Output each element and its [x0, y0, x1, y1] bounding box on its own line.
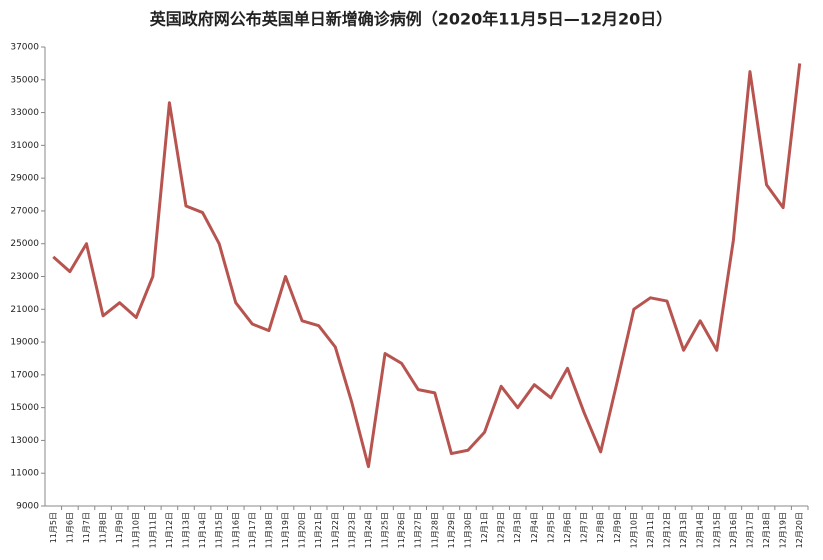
x-tick-label: 12月12日 — [663, 512, 672, 548]
x-tick-label: 11月8日 — [99, 512, 108, 543]
x-tick-label: 11月6日 — [65, 512, 74, 543]
x-tick-label: 11月21日 — [314, 512, 323, 548]
x-tick-label: 11月20日 — [298, 512, 307, 548]
x-tick-label: 12月17日 — [745, 512, 754, 548]
y-tick-label: 13000 — [10, 436, 39, 446]
x-tick-label: 11月10日 — [132, 512, 141, 548]
x-tick-label: 12月2日 — [497, 512, 506, 543]
chart-title: 英国政府网公布英国单日新增确诊病例（2020年11月5日—12月20日） — [149, 10, 672, 29]
x-tick-label: 11月16日 — [231, 512, 240, 548]
x-tick-label: 12月19日 — [779, 512, 788, 548]
y-tick-label: 37000 — [10, 43, 39, 53]
y-tick-label: 9000 — [16, 502, 39, 512]
y-tick-label: 29000 — [10, 174, 39, 184]
y-tick-label: 25000 — [10, 239, 39, 249]
x-tick-label: 12月16日 — [729, 512, 738, 548]
x-tick-label: 11月13日 — [181, 512, 190, 548]
x-tick-label: 12月6日 — [563, 512, 572, 543]
x-tick-label: 11月18日 — [264, 512, 273, 548]
x-tick-label: 11月11日 — [148, 512, 157, 548]
x-tick-label: 12月9日 — [613, 512, 622, 543]
x-tick-label: 11月15日 — [215, 512, 224, 548]
y-tick-label: 31000 — [10, 141, 39, 151]
x-tick-label: 12月11日 — [646, 512, 655, 548]
x-tick-label: 11月24日 — [364, 512, 373, 548]
x-tick-label: 11月26日 — [397, 512, 406, 548]
x-tick-label: 11月30日 — [463, 512, 472, 548]
x-tick-label: 11月7日 — [82, 512, 91, 543]
data-line — [52, 63, 802, 469]
x-tick-label: 11月23日 — [347, 512, 356, 548]
x-tick-label: 11月22日 — [331, 512, 340, 548]
x-tick-label: 12月15日 — [712, 512, 721, 548]
x-tick-label: 12月13日 — [679, 512, 688, 548]
y-tick-label: 33000 — [10, 108, 39, 118]
x-tick-label: 11月12日 — [165, 512, 174, 548]
x-tick-label: 12月4日 — [530, 512, 539, 543]
x-tick-label: 12月10日 — [629, 512, 638, 548]
x-tick-label: 12月14日 — [696, 512, 705, 548]
y-tick-label: 27000 — [10, 206, 39, 216]
x-tick-label: 11月5日 — [49, 512, 58, 543]
x-tick-label: 11月19日 — [281, 512, 290, 548]
x-tick-label: 11月9日 — [115, 512, 124, 543]
x-tick-label: 12月8日 — [596, 512, 605, 543]
x-tick-label: 11月27日 — [414, 512, 423, 548]
x-tick-label: 12月18日 — [762, 512, 771, 548]
y-tick-label: 19000 — [10, 338, 39, 348]
x-tick-label: 12月7日 — [580, 512, 589, 543]
x-tick-label: 11月25日 — [381, 512, 390, 548]
x-tick-label: 12月5日 — [546, 512, 555, 543]
x-tick-label: 12月3日 — [513, 512, 522, 543]
y-tick-label: 11000 — [10, 469, 39, 479]
y-tick-label: 23000 — [10, 272, 39, 282]
x-tick-label: 12月20日 — [795, 512, 804, 548]
x-tick-label: 11月28日 — [430, 512, 439, 548]
x-tick-label: 11月29日 — [447, 512, 456, 548]
x-tick-label: 12月1日 — [480, 512, 489, 543]
y-tick-label: 21000 — [10, 305, 39, 315]
x-tick-label: 11月14日 — [198, 512, 207, 548]
y-tick-label: 15000 — [10, 403, 39, 413]
y-tick-label: 17000 — [10, 370, 39, 380]
y-tick-label: 35000 — [10, 75, 39, 85]
x-tick-label: 11月17日 — [248, 512, 257, 548]
